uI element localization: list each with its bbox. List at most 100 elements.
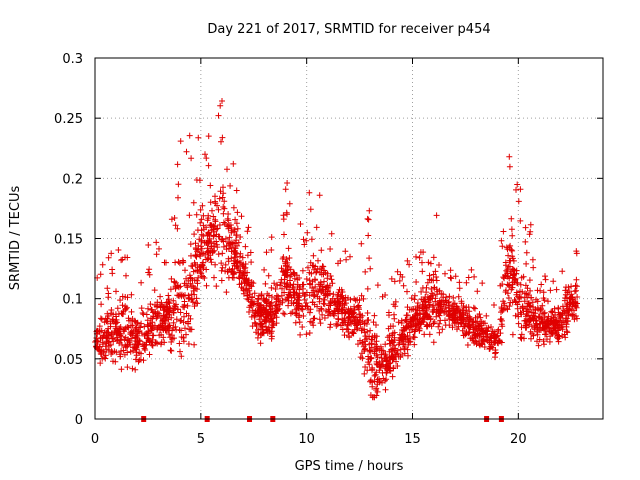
data-point bbox=[197, 269, 204, 275]
data-point bbox=[564, 301, 571, 308]
data-point bbox=[170, 307, 176, 314]
data-point bbox=[471, 326, 477, 333]
data-point bbox=[413, 253, 419, 260]
y-tick-label: 0.1 bbox=[62, 293, 83, 308]
data-point bbox=[518, 274, 525, 281]
data-point bbox=[508, 226, 515, 233]
data-point bbox=[149, 307, 155, 313]
data-point bbox=[449, 317, 456, 324]
data-point bbox=[376, 364, 383, 371]
data-point bbox=[311, 315, 318, 322]
data-point bbox=[124, 364, 131, 371]
data-point bbox=[188, 262, 195, 269]
data-point bbox=[186, 212, 193, 219]
data-point bbox=[515, 320, 522, 327]
chart-title: Day 221 of 2017, SRMTID for receiver p45… bbox=[207, 22, 490, 37]
data-point bbox=[255, 303, 262, 309]
data-point bbox=[122, 303, 129, 310]
data-point bbox=[430, 339, 437, 346]
data-point bbox=[505, 282, 512, 289]
data-point bbox=[517, 281, 524, 288]
data-point bbox=[219, 264, 226, 271]
data-point bbox=[230, 204, 237, 211]
data-point bbox=[427, 316, 434, 323]
data-point bbox=[194, 277, 201, 284]
data-point bbox=[449, 303, 456, 310]
data-point bbox=[346, 309, 353, 316]
data-point bbox=[463, 279, 470, 286]
y-axis-label: SRMTID / TECUs bbox=[8, 186, 23, 291]
y-tick-label: 0 bbox=[75, 413, 83, 428]
data-point bbox=[416, 254, 423, 261]
data-point bbox=[564, 295, 570, 302]
data-point bbox=[256, 316, 263, 323]
data-point bbox=[303, 276, 310, 282]
data-point bbox=[184, 284, 191, 291]
data-point bbox=[218, 260, 225, 267]
data-point bbox=[207, 222, 213, 229]
data-point bbox=[515, 198, 522, 205]
data-point bbox=[510, 272, 517, 278]
data-point bbox=[272, 302, 279, 309]
data-point bbox=[234, 263, 241, 270]
data-point bbox=[572, 282, 579, 289]
data-point bbox=[170, 319, 177, 326]
data-point bbox=[284, 211, 290, 218]
data-point bbox=[357, 337, 363, 344]
data-point bbox=[391, 311, 397, 318]
data-point bbox=[133, 352, 140, 359]
data-point bbox=[110, 358, 116, 365]
data-point bbox=[148, 326, 155, 333]
data-point bbox=[416, 310, 423, 317]
data-point bbox=[503, 267, 510, 274]
data-point bbox=[156, 332, 163, 339]
data-point bbox=[167, 286, 174, 293]
data-point bbox=[367, 392, 374, 399]
data-point bbox=[141, 345, 148, 352]
data-point bbox=[369, 364, 376, 371]
data-point bbox=[194, 248, 201, 255]
data-point bbox=[269, 294, 275, 300]
data-point bbox=[369, 379, 376, 386]
data-point bbox=[325, 312, 332, 319]
data-point bbox=[108, 348, 115, 355]
data-point bbox=[178, 353, 185, 360]
data-point bbox=[441, 300, 448, 306]
data-point bbox=[498, 316, 505, 322]
data-point bbox=[110, 311, 117, 318]
data-point bbox=[181, 313, 187, 320]
data-point bbox=[397, 346, 404, 353]
data-point bbox=[479, 328, 486, 334]
data-point bbox=[353, 326, 360, 333]
data-point bbox=[406, 261, 413, 268]
data-point bbox=[307, 306, 314, 313]
data-point bbox=[312, 263, 319, 270]
data-point bbox=[187, 326, 194, 333]
data-point bbox=[198, 231, 205, 238]
data-point bbox=[198, 237, 205, 244]
data-point bbox=[327, 324, 333, 331]
data-point bbox=[278, 276, 285, 283]
data-point bbox=[177, 348, 183, 355]
data-point bbox=[490, 331, 497, 337]
data-point bbox=[213, 241, 220, 248]
data-point bbox=[321, 278, 327, 285]
data-point bbox=[109, 335, 116, 342]
data-point bbox=[292, 319, 299, 326]
data-point bbox=[283, 256, 290, 263]
data-point bbox=[505, 295, 512, 301]
data-point bbox=[424, 279, 431, 286]
data-point bbox=[319, 263, 326, 270]
data-point bbox=[534, 298, 541, 305]
data-point bbox=[95, 346, 102, 353]
data-point bbox=[168, 339, 175, 345]
data-point bbox=[524, 303, 531, 310]
data-point bbox=[539, 310, 546, 317]
data-point bbox=[200, 259, 207, 266]
data-point bbox=[406, 335, 413, 342]
data-point bbox=[361, 320, 368, 327]
data-point bbox=[132, 334, 139, 341]
data-point bbox=[506, 257, 513, 264]
data-point bbox=[373, 322, 379, 328]
data-point bbox=[540, 338, 547, 345]
